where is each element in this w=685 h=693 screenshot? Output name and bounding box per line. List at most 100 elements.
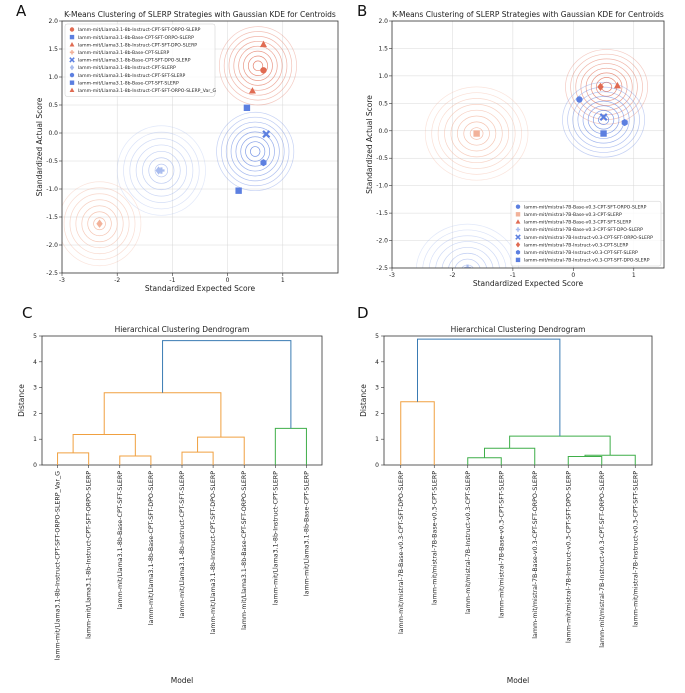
legend-entry: lamm-mit/Llama3.1-8b-Instruct-CPT-SLERP <box>78 65 176 71</box>
x-tick-label: -1 <box>510 272 516 279</box>
plot-frame <box>61 20 339 274</box>
legend-marker <box>69 57 75 63</box>
chart-title: K-Means Clustering of SLERP Strategies w… <box>392 10 664 19</box>
kde-contour <box>454 258 481 268</box>
chart-title: K-Means Clustering of SLERP Strategies w… <box>64 10 336 19</box>
panel-letter-c: C <box>22 304 32 322</box>
legend-marker <box>69 72 75 78</box>
y-tick-label: 0 <box>33 462 37 469</box>
kde-contour <box>218 26 297 106</box>
legend-marker <box>69 87 75 93</box>
leaf-label: lamm-mit/Llama3.1-8b-Instruct-CPT-SFT-DP… <box>210 471 217 634</box>
kde-contour <box>240 136 271 167</box>
chart-d-dendrogram: Hierarchical Clustering Dendrogram 0 1 2 3 4 5… <box>359 325 653 685</box>
kde-contour <box>424 86 529 181</box>
legend-box <box>64 23 216 97</box>
y-tick-label: -0.5 <box>376 155 388 162</box>
legend-entry: lamm-mit/Llama3.1-8b-Instruct-CPT-SFT-SL… <box>78 73 186 79</box>
kde-contour <box>243 50 273 81</box>
legend-marker <box>515 212 521 217</box>
y-tick-label: 2.0 <box>48 18 58 25</box>
kde-contour <box>580 63 633 111</box>
legend-marker <box>515 219 521 224</box>
legend-marker <box>515 241 521 248</box>
kde-contour <box>448 252 487 268</box>
y-axis-label: Standardized Actual Score <box>35 97 44 196</box>
legend-entry: lamm-mit/mistral-7B-Instruct-v0.3-CPT-SF… <box>524 258 650 264</box>
legend-marker <box>69 34 75 40</box>
kde-contour <box>63 187 136 261</box>
chart-title: Hierarchical Clustering Dendrogram <box>451 325 586 334</box>
y-tick-label: 0 <box>375 462 379 469</box>
panel-letter-a: A <box>16 2 27 20</box>
data-point <box>473 130 480 137</box>
y-tick-label: 2 <box>33 410 37 417</box>
dendrogram-link <box>509 435 611 456</box>
y-tick-label: 5 <box>375 333 379 340</box>
kde-contour <box>221 116 290 187</box>
y-tick-label: 4 <box>375 359 379 366</box>
legend-entry: lamm-mit/mistral-7B-Instruct-v0.3-CPT-SL… <box>524 242 629 248</box>
kde-contour <box>590 72 623 102</box>
data-point <box>243 104 251 111</box>
kde-contour <box>116 125 206 216</box>
kde-contour <box>225 121 285 182</box>
y-tick-label: -2.5 <box>46 270 58 277</box>
legend-entry: lamm-mit/mistral-7B-Base-v0.3-CPT-SLERP <box>524 212 622 218</box>
y-axis-label: Distance <box>17 384 26 417</box>
data-point <box>262 130 271 139</box>
kde-contour <box>441 247 494 268</box>
legend-entry: lamm-mit/mistral-7B-Base-v0.3-CPT-SFT-DP… <box>524 227 643 233</box>
leaf-label: lamm-mit/mistral-7B-Base-v0.3-CPT-SFT-DP… <box>398 471 405 634</box>
y-tick-label: 1 <box>375 436 379 443</box>
y-tick-label: 0.0 <box>378 128 388 135</box>
chart-a-scatter: K-Means Clustering of SLERP Strategies w… <box>35 10 339 293</box>
kde-contour <box>216 111 295 192</box>
leaf-label: lamm-mit/Llama3.1-8b-Base-CPT-SFT-DPO-SL… <box>148 471 155 625</box>
dendrogram-link <box>417 338 561 437</box>
kde-contour <box>252 60 264 72</box>
chart-c-dendrogram: Hierarchical Clustering Dendrogram 0 1 2 3 4 5… <box>17 325 323 685</box>
leaf-label: lamm-mit/Llama3.1-8b-Base-CPT-SFT-ORPO-S… <box>241 471 248 630</box>
leaf-label: lamm-mit/mistral-7B-Instruct-v0.3-CPT-SF… <box>632 471 639 627</box>
kde-contour <box>93 217 106 231</box>
leaf-label: lamm-mit/Llama3.1-8b-Base-CPT-SFT-SLERP <box>117 471 124 609</box>
y-tick-label: -2.0 <box>46 242 58 249</box>
y-axis-label: Distance <box>359 384 368 417</box>
legend-entry: lamm-mit/Llama3.1-8b-Base-CPT-SFT-ORPO-S… <box>78 35 194 41</box>
kde-contour <box>577 96 630 144</box>
kde-contour <box>154 163 169 178</box>
dendrogram-link <box>567 455 603 465</box>
legend-entry: lamm-mit/Llama3.1-8b-Instruct-CPT-SFT-OR… <box>78 88 217 94</box>
leaf-label: lamm-mit/mistral-7B-Base-v0.3-CPT-SLERP <box>431 471 438 605</box>
legend-marker <box>69 64 75 71</box>
x-tick-label: 1 <box>281 277 285 284</box>
y-axis-label: Standardized Actual Score <box>365 95 374 194</box>
dendrogram-link <box>181 451 214 465</box>
x-tick-label: 0 <box>226 277 230 284</box>
y-tick-label: 3 <box>33 385 37 392</box>
kde-contour <box>585 67 628 106</box>
y-tick-label: -2.5 <box>376 265 388 272</box>
kde-contour <box>123 131 200 210</box>
leaf-label: lamm-mit/mistral-7B-Base-v0.3-CPT-SFT-SL… <box>498 471 505 618</box>
y-tick-label: 5 <box>33 333 37 340</box>
x-tick-label: -1 <box>169 277 175 284</box>
kde-contour <box>75 199 124 249</box>
legend-entry: lamm-mit/Llama3.1-8b-Instruct-CPT-SFT-OR… <box>78 27 201 33</box>
legend-box <box>510 200 662 267</box>
kde-contour <box>69 193 130 255</box>
data-point <box>576 96 583 103</box>
kde-contour <box>562 82 646 158</box>
dendrogram-link <box>484 447 536 465</box>
chart-title: Hierarchical Clustering Dendrogram <box>115 325 250 334</box>
data-point <box>599 113 608 122</box>
data-point <box>464 264 471 268</box>
kde-contour <box>431 92 522 175</box>
legend-marker <box>515 249 521 255</box>
kde-contour <box>235 131 275 172</box>
kde-contour <box>135 144 187 197</box>
x-tick-label: -2 <box>114 277 120 284</box>
legend-marker <box>515 257 521 263</box>
y-tick-label: 0.5 <box>378 100 388 107</box>
